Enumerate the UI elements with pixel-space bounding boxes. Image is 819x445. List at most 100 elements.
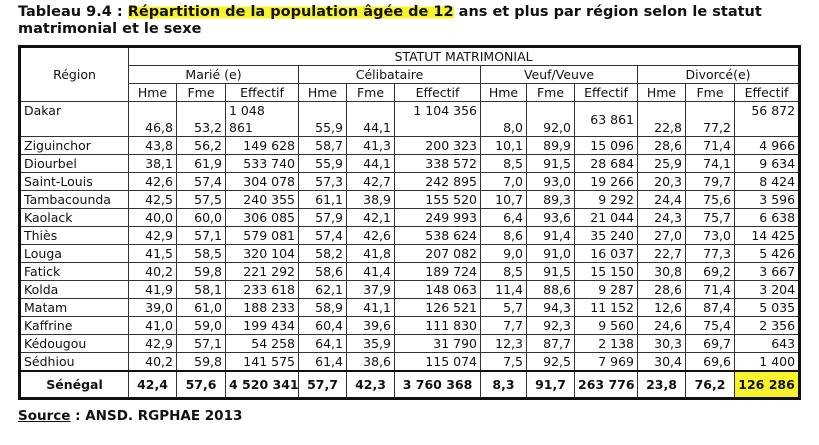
value-cell: 24,6 (637, 316, 686, 335)
value-cell: 15 150 (574, 262, 638, 281)
value-cell: 38,6 (346, 352, 395, 372)
value-cell: 69,7 (685, 334, 735, 353)
value-cell: 46,8 (128, 101, 177, 137)
sub-header: Fme (176, 83, 226, 102)
value-cell: 24,3 (637, 208, 686, 227)
region-cell: Sédhiou (19, 352, 129, 372)
table-row: Saint-Louis 42,6 57,4 304 078 57,3 42,7 242 89… (19, 172, 801, 191)
value-cell: 35 240 (574, 226, 638, 245)
value-cell: 40,0 (128, 208, 177, 227)
table-row: Tambacounda 42,5 57,5 240 355 61,1 38,9 155 52… (19, 190, 801, 209)
value-cell: 12,3 (480, 334, 527, 353)
value-cell: 40,2 (128, 352, 177, 372)
value-cell: 8,0 (480, 101, 527, 137)
value-cell: 57,9 (298, 208, 347, 227)
value-cell: 6,4 (480, 208, 527, 227)
region-cell: Louga (19, 244, 129, 263)
value-cell: 7,0 (480, 172, 527, 191)
table-row: Diourbel 38,1 61,9 533 740 55,9 44,1 338 572 8,… (19, 154, 801, 173)
value-cell: 87,7 (526, 334, 575, 353)
group-header: Célibataire (298, 65, 481, 84)
value-cell: 38,1 (128, 154, 177, 173)
region-cell: Kolda (19, 280, 129, 299)
value-cell: 92,3 (526, 316, 575, 335)
table-row: Kolda 41,9 58,1 233 618 62,1 37,9 148 063 11,4 8… (19, 280, 801, 299)
group-header: Marié (e) (128, 65, 299, 84)
value-cell: 73,0 (685, 226, 735, 245)
value-cell: 57,7 (298, 370, 347, 399)
value-cell: 111 830 (394, 316, 481, 335)
value-cell: 9 292 (574, 190, 638, 209)
value-cell: 58,7 (298, 136, 347, 155)
value-cell: 23,8 (637, 370, 686, 399)
value-cell: 57,6 (176, 370, 226, 399)
value-cell: 39,6 (346, 316, 395, 335)
region-cell: Kaolack (19, 208, 129, 227)
value-cell: 3 204 (733, 280, 801, 299)
value-cell: 5 426 (733, 244, 801, 263)
value-cell: 42,1 (346, 208, 395, 227)
value-cell: 92,5 (526, 352, 575, 372)
value-cell: 61,0 (176, 298, 226, 317)
value-cell: 200 323 (394, 136, 481, 155)
value-cell: 76,2 (685, 370, 735, 399)
value-cell: 4 520 341 (225, 370, 299, 399)
value-cell: 306 085 (225, 208, 299, 227)
value-cell: 41,8 (346, 244, 395, 263)
value-cell: 62,1 (298, 280, 347, 299)
value-cell: 57,4 (176, 172, 226, 191)
value-cell: 57,1 (176, 334, 226, 353)
value-cell: 93,0 (526, 172, 575, 191)
value-cell: 19 266 (574, 172, 638, 191)
value-cell: 9,0 (480, 244, 527, 263)
value-cell: 263 776 (574, 370, 638, 399)
value-cell: 55,9 (298, 154, 347, 173)
value-cell: 304 078 (225, 172, 299, 191)
value-cell: 91,0 (526, 244, 575, 263)
value-cell: 3 596 (733, 190, 801, 209)
title-prefix: Tableau 9.4 : (18, 4, 128, 20)
region-cell: Fatick (19, 262, 129, 281)
super-header: STATUT MATRIMONIAL (127, 46, 801, 66)
value-cell: 8 424 (733, 172, 801, 191)
value-cell: 7,5 (480, 352, 527, 372)
source-note: Source : ANSD. RGPHAE 2013 (18, 408, 242, 424)
value-cell: 74,1 (685, 154, 735, 173)
value-cell: 60,0 (176, 208, 226, 227)
value-cell: 189 724 (394, 262, 481, 281)
sub-header: Effectif (394, 83, 481, 102)
region-cell: Diourbel (19, 154, 129, 173)
value-cell: 39,0 (128, 298, 177, 317)
value-cell: 538 624 (394, 226, 481, 245)
value-cell: 58,1 (176, 280, 226, 299)
value-cell: 61,1 (298, 190, 347, 209)
value-cell: 199 434 (225, 316, 299, 335)
value-cell: 71,4 (685, 136, 735, 155)
value-cell: 2 138 (574, 334, 638, 353)
value-cell: 44,1 (346, 101, 395, 137)
value-cell: 9 287 (574, 280, 638, 299)
value-cell: 58,6 (298, 262, 347, 281)
table-row: Matam 39,0 61,0 188 233 58,9 41,1 126 521 5,7 94… (19, 298, 801, 317)
table-row: Thiès 42,9 57,1 579 081 57,4 42,6 538 624 8,6 91… (19, 226, 801, 245)
value-cell: 3 667 (733, 262, 801, 281)
value-cell: 61,9 (176, 154, 226, 173)
value-cell: 643 (733, 334, 801, 353)
value-cell: 9 560 (574, 316, 638, 335)
value-cell: 58,9 (298, 298, 347, 317)
value-cell: 87,4 (685, 298, 735, 317)
value-cell: 25,9 (637, 154, 686, 173)
value-cell: 249 993 (394, 208, 481, 227)
value-cell: 126 521 (394, 298, 481, 317)
value-cell: 10,1 (480, 136, 527, 155)
table-row: Sédhiou 40,2 59,8 141 575 61,4 38,6 115 074 7,5… (19, 352, 801, 372)
marital-status-table: Région STATUT MATRIMONIAL Marié (e) Célib… (18, 45, 802, 400)
value-cell: 41,0 (128, 316, 177, 335)
value-cell: 148 063 (394, 280, 481, 299)
value-cell: 56 872 (733, 101, 801, 137)
value-cell: 221 292 (225, 262, 299, 281)
value-cell: 4 966 (733, 136, 801, 155)
title-rest: ans et plus par région selon le statut m… (18, 4, 762, 37)
region-cell: Kédougou (19, 334, 129, 353)
sub-header: Hme (128, 83, 177, 102)
